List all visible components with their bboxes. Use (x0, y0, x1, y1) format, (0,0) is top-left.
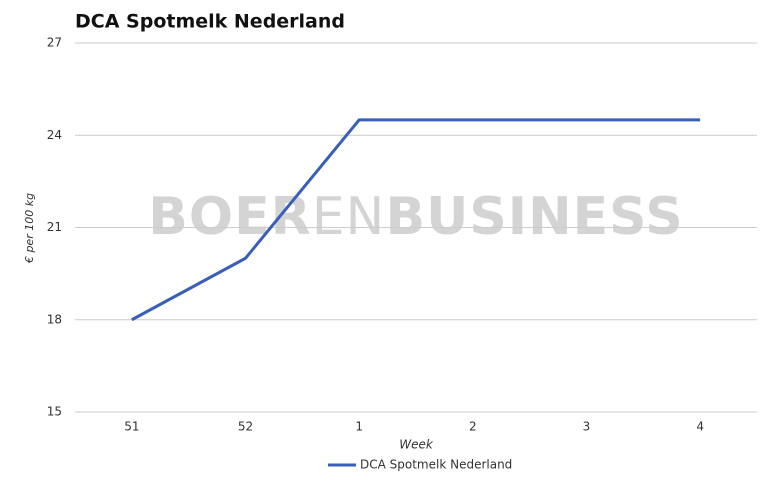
chart-title: DCA Spotmelk Nederland (75, 11, 345, 33)
y-tick-label: 24 (47, 128, 62, 142)
x-axis-label: Week (399, 438, 434, 452)
x-tick-label: 52 (238, 420, 253, 434)
y-tick-label: 27 (47, 36, 62, 50)
x-tick-label: 1 (355, 420, 363, 434)
y-tick-label: 18 (47, 312, 62, 326)
x-tick-label: 3 (583, 420, 591, 434)
series-line (131, 118, 701, 322)
x-tick-label: 4 (696, 420, 704, 434)
watermark-part: EN (312, 187, 386, 247)
watermark-part: BUSINESS (385, 187, 683, 247)
watermark: BOERENBUSINESS (148, 187, 683, 247)
legend-label: DCA Spotmelk Nederland (360, 458, 512, 472)
x-tick-label: 2 (469, 420, 477, 434)
y-tick-label: 21 (47, 220, 62, 234)
y-axis-label: € per 100 kg (23, 193, 36, 264)
y-tick-label: 15 (47, 405, 62, 419)
x-tick-label: 51 (124, 420, 139, 434)
watermark-part: BOER (148, 187, 311, 247)
